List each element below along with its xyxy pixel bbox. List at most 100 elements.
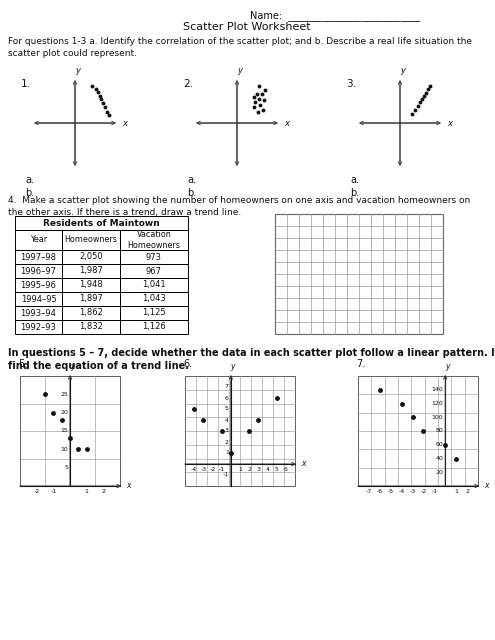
Text: a.: a. xyxy=(187,175,196,185)
Text: -2: -2 xyxy=(209,467,216,472)
Text: 5: 5 xyxy=(275,467,279,472)
Bar xyxy=(20,376,120,486)
Text: 1992–93: 1992–93 xyxy=(21,323,56,332)
Text: y: y xyxy=(400,66,405,75)
Text: Name:  ___________________________: Name: ___________________________ xyxy=(250,10,420,21)
Text: 1,832: 1,832 xyxy=(79,323,103,332)
Bar xyxy=(15,306,62,320)
Text: 1,948: 1,948 xyxy=(79,280,103,289)
Text: 1994–95: 1994–95 xyxy=(21,294,56,303)
Text: 20: 20 xyxy=(436,470,444,475)
Bar xyxy=(120,264,188,278)
Text: 1: 1 xyxy=(85,489,89,494)
Text: Homeowners: Homeowners xyxy=(64,236,117,244)
Text: Year: Year xyxy=(30,236,47,244)
Text: x: x xyxy=(447,120,452,129)
Text: 2: 2 xyxy=(465,489,469,494)
Text: 120: 120 xyxy=(432,401,444,406)
Bar xyxy=(62,230,120,250)
Bar xyxy=(62,306,120,320)
Text: 2,050: 2,050 xyxy=(79,253,103,262)
Text: -4: -4 xyxy=(398,489,405,494)
Text: a.: a. xyxy=(25,175,34,185)
Text: 1: 1 xyxy=(225,451,229,456)
Text: 6: 6 xyxy=(284,467,288,472)
Text: 973: 973 xyxy=(146,253,162,262)
Bar xyxy=(120,250,188,264)
Text: -4: -4 xyxy=(191,467,198,472)
Bar xyxy=(15,292,62,306)
Text: y: y xyxy=(238,66,243,75)
Bar xyxy=(15,216,188,230)
Bar xyxy=(15,278,62,292)
Text: 1995–96: 1995–96 xyxy=(21,280,56,289)
Bar xyxy=(120,292,188,306)
Text: 20: 20 xyxy=(60,410,68,415)
Text: -1: -1 xyxy=(50,489,56,494)
Text: 1,125: 1,125 xyxy=(142,308,166,317)
Text: 2: 2 xyxy=(247,467,251,472)
Bar xyxy=(62,278,120,292)
Text: x: x xyxy=(301,460,305,468)
Text: 3: 3 xyxy=(225,429,229,433)
Bar xyxy=(15,264,62,278)
Text: 1,987: 1,987 xyxy=(79,266,103,275)
Bar xyxy=(185,376,295,486)
Text: a.: a. xyxy=(350,175,359,185)
Text: 100: 100 xyxy=(432,415,444,420)
Text: 2: 2 xyxy=(225,440,229,445)
Text: 4: 4 xyxy=(265,467,269,472)
Bar xyxy=(15,230,62,250)
Text: Residents of Maintown: Residents of Maintown xyxy=(43,218,160,227)
Text: -1: -1 xyxy=(223,472,229,477)
Bar xyxy=(62,292,120,306)
Text: 1,041: 1,041 xyxy=(142,280,166,289)
Text: x: x xyxy=(122,120,127,129)
Text: 4: 4 xyxy=(225,417,229,422)
Text: x: x xyxy=(126,481,131,490)
Bar xyxy=(62,264,120,278)
Text: 1997–98: 1997–98 xyxy=(20,253,56,262)
Text: For questions 1-3 a. Identify the correlation of the scatter plot; and b. Descri: For questions 1-3 a. Identify the correl… xyxy=(8,37,472,58)
Text: 1993–94: 1993–94 xyxy=(21,308,56,317)
Bar xyxy=(120,306,188,320)
Bar xyxy=(62,250,120,264)
Text: 1,126: 1,126 xyxy=(142,323,166,332)
Text: 3: 3 xyxy=(256,467,260,472)
Text: 5: 5 xyxy=(64,465,68,470)
Text: 4.  Make a scatter plot showing the number of homeowners on one axis and vacatio: 4. Make a scatter plot showing the numbe… xyxy=(8,196,470,217)
Bar xyxy=(120,320,188,334)
Text: 6.: 6. xyxy=(183,359,192,369)
Bar xyxy=(120,230,188,250)
Text: -5: -5 xyxy=(388,489,394,494)
Text: -6: -6 xyxy=(377,489,383,494)
Text: 1,043: 1,043 xyxy=(142,294,166,303)
Text: 25: 25 xyxy=(60,392,68,397)
Text: 10: 10 xyxy=(60,447,68,452)
Text: 1,862: 1,862 xyxy=(79,308,103,317)
Text: -2: -2 xyxy=(420,489,427,494)
Text: -2: -2 xyxy=(34,489,40,494)
Text: 1: 1 xyxy=(238,467,242,472)
Text: -3: -3 xyxy=(409,489,416,494)
Text: 5.: 5. xyxy=(18,359,27,369)
Bar xyxy=(275,214,443,334)
Text: x: x xyxy=(284,120,289,129)
Text: 40: 40 xyxy=(436,456,444,461)
Text: 7.: 7. xyxy=(356,359,365,369)
Text: 15: 15 xyxy=(60,429,68,433)
Text: In questions 5 – 7, decide whether the data in each scatter plot follow a linear: In questions 5 – 7, decide whether the d… xyxy=(8,348,495,371)
Text: x: x xyxy=(484,481,489,490)
Text: -3: -3 xyxy=(200,467,206,472)
Text: 7: 7 xyxy=(225,385,229,390)
Text: -1: -1 xyxy=(431,489,438,494)
Text: 2.: 2. xyxy=(183,79,193,89)
Text: y: y xyxy=(76,66,81,75)
Bar xyxy=(358,376,478,486)
Bar xyxy=(62,320,120,334)
Text: 80: 80 xyxy=(436,429,444,433)
Text: -1: -1 xyxy=(219,467,225,472)
Bar xyxy=(15,250,62,264)
Text: Vacation
Homeowners: Vacation Homeowners xyxy=(128,230,181,250)
Text: 2: 2 xyxy=(101,489,105,494)
